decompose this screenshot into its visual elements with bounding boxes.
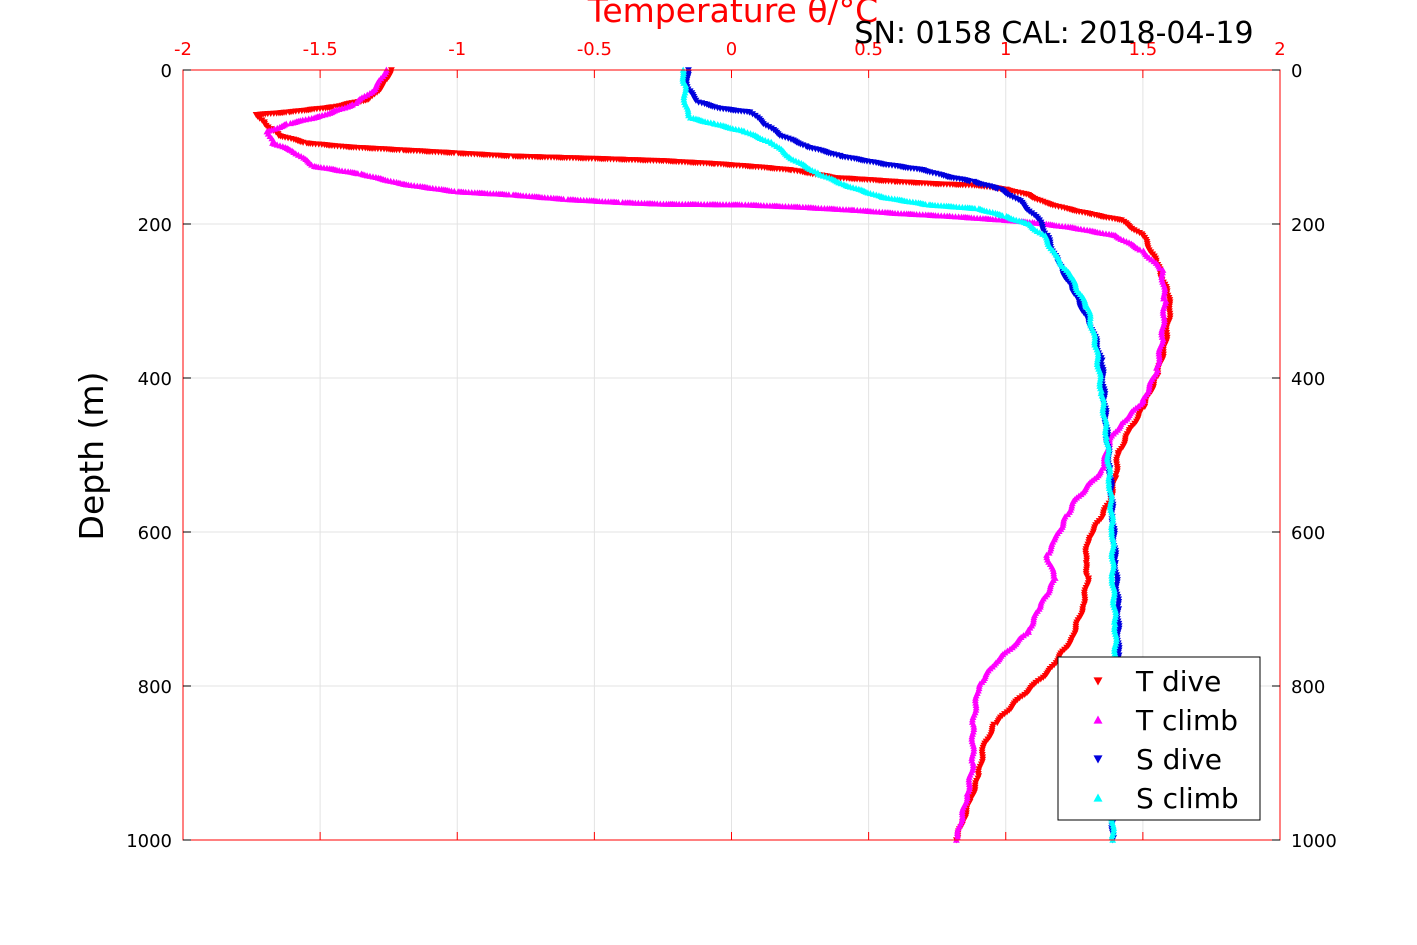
x-tick-label: -0.5 — [577, 39, 612, 60]
legend-marker — [1093, 793, 1103, 802]
data-point — [993, 720, 1001, 727]
y-tick-label-right: 600 — [1291, 523, 1325, 544]
legend-marker — [1093, 755, 1103, 764]
data-point — [999, 212, 1006, 219]
data-point — [1109, 511, 1116, 518]
y-tick-label-left: 0 — [161, 61, 172, 82]
y-tick-label-right: 200 — [1291, 215, 1325, 236]
data-point — [1108, 521, 1116, 528]
x-tick-label: 0 — [726, 39, 737, 60]
data-point — [1158, 326, 1166, 333]
legend: T dive T climb S dive S climb — [1057, 656, 1261, 821]
x-tick-label: 2 — [1274, 39, 1285, 60]
x-tick-label: -1 — [448, 39, 466, 60]
data-point — [1107, 499, 1115, 506]
data-point — [1100, 402, 1107, 409]
marks-layer — [252, 66, 1174, 844]
data-point — [1110, 562, 1118, 569]
y-tick-label-left: 600 — [138, 523, 172, 544]
data-point — [970, 721, 977, 728]
y-tick-label-right: 0 — [1291, 61, 1302, 82]
data-point — [968, 735, 976, 742]
y-axis-label: Depth (m) — [72, 372, 111, 541]
data-point — [1109, 599, 1117, 606]
data-point — [1101, 428, 1109, 436]
chart-title: SN: 0158 CAL: 2018-04-19 — [854, 16, 1253, 51]
legend-label: T climb — [1135, 704, 1238, 737]
x-tick-label: -1.5 — [303, 39, 338, 60]
data-point — [1111, 616, 1119, 623]
data-point — [287, 119, 294, 127]
data-point — [680, 91, 688, 98]
data-point — [1108, 494, 1116, 501]
data-point — [1094, 348, 1102, 355]
y-tick-label-right: 400 — [1291, 369, 1325, 390]
y-tick-label-left: 800 — [138, 677, 172, 698]
data-point — [560, 195, 567, 202]
x-tick-label: 1.5 — [1129, 39, 1158, 60]
series-t-climb — [263, 66, 1170, 843]
data-point — [1161, 283, 1168, 290]
legend-box — [1057, 656, 1261, 821]
data-point — [1159, 266, 1167, 273]
legend-label: S dive — [1136, 743, 1222, 776]
y-tick-label-right: 1000 — [1291, 831, 1337, 852]
y-tick-label-left: 400 — [138, 369, 172, 390]
data-point — [450, 150, 458, 157]
data-point — [1110, 625, 1118, 632]
data-point — [614, 198, 622, 206]
series-t-dive — [252, 67, 1174, 844]
x-tick-label: -2 — [174, 39, 192, 60]
data-point — [1108, 572, 1116, 579]
data-point — [505, 153, 513, 160]
data-point — [1108, 548, 1116, 555]
y-tick-label-left: 1000 — [126, 831, 172, 852]
data-point — [746, 109, 754, 116]
data-point — [749, 111, 756, 118]
x-axis-label: Temperature θ/°C — [587, 0, 878, 30]
legend-label: T dive — [1135, 665, 1221, 698]
legend-marker — [1093, 677, 1103, 686]
data-point — [505, 191, 513, 198]
data-point — [1112, 611, 1120, 618]
grid-layer — [183, 70, 1280, 840]
data-point — [1105, 477, 1112, 484]
x-tick-label: 1 — [1000, 39, 1011, 60]
data-point — [1102, 421, 1110, 428]
y-tick-label-left: 200 — [138, 215, 172, 236]
data-point — [1094, 355, 1101, 363]
data-point — [1094, 353, 1102, 360]
data-point — [1098, 387, 1105, 394]
data-point — [1097, 375, 1104, 382]
legend-marker — [1093, 715, 1103, 724]
x-tick-label: 0.5 — [854, 39, 883, 60]
data-point — [972, 699, 980, 706]
y-tick-label-right: 800 — [1291, 677, 1325, 698]
data-point — [1105, 482, 1113, 489]
data-point — [1159, 309, 1167, 316]
data-point — [1109, 516, 1117, 523]
data-point — [1108, 531, 1116, 538]
legend-label: S climb — [1136, 782, 1239, 815]
data-point — [1102, 424, 1110, 431]
